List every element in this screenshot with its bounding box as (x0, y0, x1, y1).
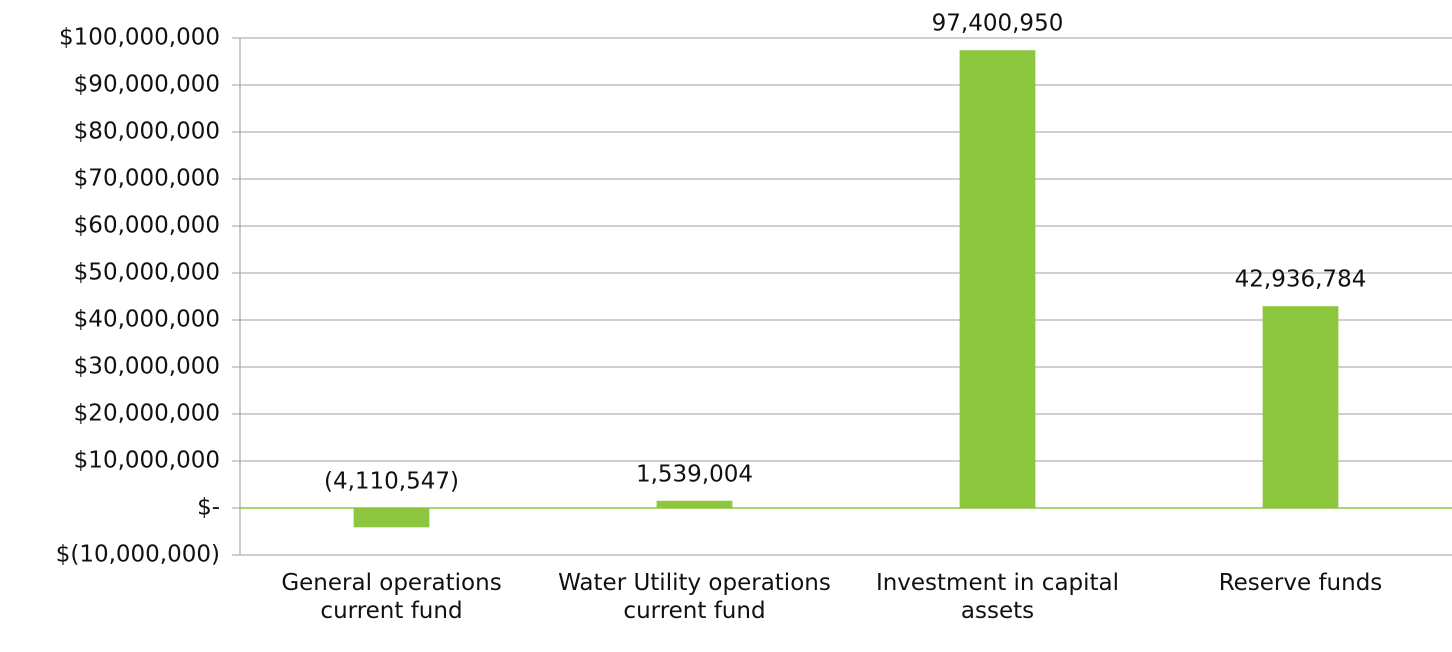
bar (1262, 306, 1339, 508)
y-tick-label: $(10,000,000) (56, 542, 220, 568)
data-label: 97,400,950 (932, 11, 1064, 37)
x-tick-label: General operations current fund (281, 570, 502, 624)
y-tick-label: $40,000,000 (74, 307, 220, 333)
bar (656, 500, 733, 508)
bar (959, 50, 1036, 508)
data-label: (4,110,547) (324, 469, 459, 495)
data-label: 1,539,004 (636, 461, 753, 487)
x-tick-label: Water Utility operations current fund (558, 570, 831, 624)
y-tick-label: $20,000,000 (74, 401, 220, 427)
data-label: 42,936,784 (1235, 267, 1367, 293)
bar (353, 508, 430, 528)
y-tick-label: $100,000,000 (59, 25, 220, 51)
y-tick-label: $80,000,000 (74, 119, 220, 145)
y-tick-label: $90,000,000 (74, 72, 220, 98)
y-tick-label: $70,000,000 (74, 166, 220, 192)
x-tick-label: Reserve funds (1218, 570, 1383, 596)
y-tick-label: $50,000,000 (74, 260, 220, 286)
y-tick-label: $10,000,000 (74, 448, 220, 474)
x-tick-label: Investment in capital assets (875, 570, 1120, 624)
y-tick-label: $- (197, 495, 220, 521)
y-tick-label: $30,000,000 (74, 354, 220, 380)
y-tick-label: $60,000,000 (74, 213, 220, 239)
